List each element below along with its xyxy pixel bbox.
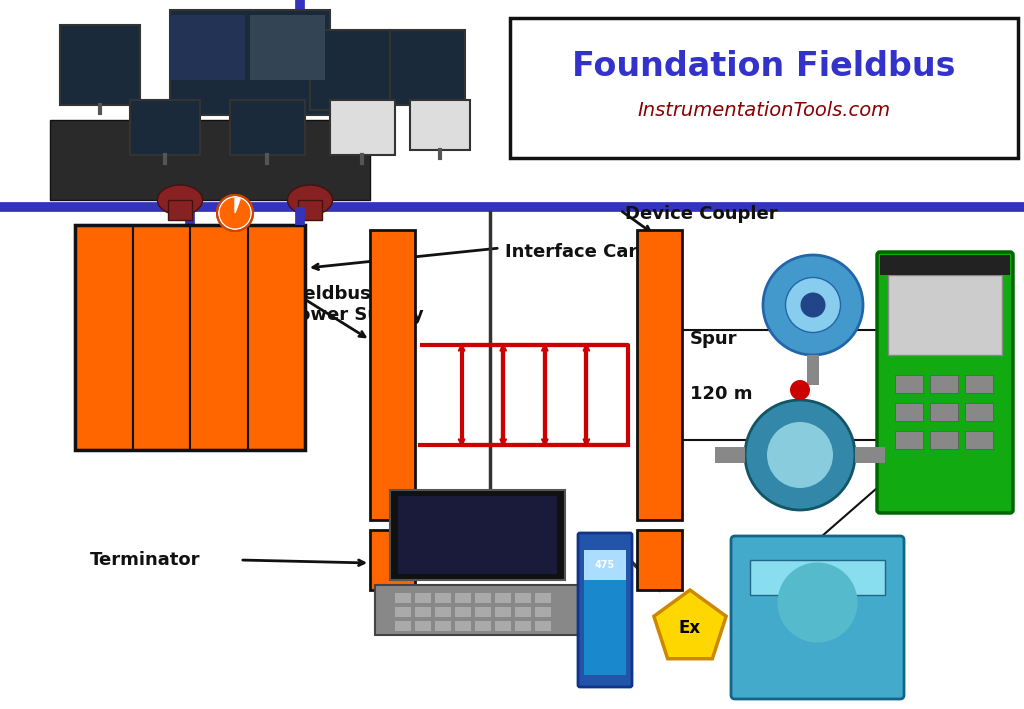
Text: Terminator: Terminator bbox=[90, 551, 201, 569]
Bar bbox=[510, 18, 1018, 158]
Bar bbox=[395, 593, 411, 603]
Bar bbox=[895, 403, 923, 421]
Bar bbox=[60, 25, 140, 105]
Ellipse shape bbox=[288, 185, 333, 215]
Circle shape bbox=[801, 293, 825, 318]
Bar bbox=[455, 593, 471, 603]
Bar bbox=[75, 225, 132, 450]
Bar bbox=[370, 230, 415, 520]
Bar bbox=[475, 593, 490, 603]
Circle shape bbox=[217, 195, 253, 231]
Text: Trunk: Trunk bbox=[502, 510, 558, 528]
Bar bbox=[855, 447, 885, 463]
Bar bbox=[515, 607, 531, 617]
Text: Device Coupler: Device Coupler bbox=[625, 205, 777, 223]
Bar bbox=[398, 496, 557, 574]
Bar bbox=[190, 225, 248, 450]
Bar bbox=[75, 225, 305, 450]
Bar bbox=[230, 100, 305, 155]
Circle shape bbox=[767, 422, 833, 488]
Bar bbox=[395, 607, 411, 617]
Bar bbox=[390, 490, 565, 580]
Bar bbox=[410, 100, 470, 150]
Bar bbox=[395, 621, 411, 631]
Bar bbox=[170, 15, 245, 80]
Bar bbox=[535, 593, 551, 603]
Bar bbox=[390, 30, 465, 105]
Circle shape bbox=[763, 255, 863, 355]
Bar bbox=[495, 621, 511, 631]
Bar bbox=[330, 100, 395, 155]
Wedge shape bbox=[220, 199, 250, 228]
Bar bbox=[248, 225, 305, 450]
Text: Interface Card: Interface Card bbox=[505, 243, 650, 261]
Bar bbox=[168, 200, 193, 220]
Text: Spur: Spur bbox=[690, 330, 737, 348]
Text: Ex: Ex bbox=[679, 619, 701, 637]
Bar bbox=[415, 593, 431, 603]
FancyBboxPatch shape bbox=[578, 533, 632, 687]
Bar bbox=[715, 447, 745, 463]
Bar bbox=[930, 403, 958, 421]
Bar bbox=[750, 560, 885, 595]
Bar bbox=[250, 15, 325, 80]
Text: 475: 475 bbox=[595, 560, 615, 570]
Bar bbox=[298, 200, 322, 220]
Bar bbox=[965, 403, 993, 421]
Circle shape bbox=[790, 380, 810, 400]
Bar bbox=[415, 621, 431, 631]
Bar bbox=[435, 621, 451, 631]
Bar bbox=[495, 607, 511, 617]
Bar bbox=[375, 585, 580, 635]
Circle shape bbox=[777, 562, 857, 642]
Ellipse shape bbox=[158, 185, 203, 215]
Bar bbox=[435, 607, 451, 617]
Bar bbox=[535, 607, 551, 617]
Bar bbox=[475, 621, 490, 631]
Bar bbox=[930, 375, 958, 393]
Bar bbox=[475, 607, 490, 617]
Bar bbox=[370, 530, 415, 590]
Bar bbox=[584, 550, 626, 580]
Bar bbox=[455, 607, 471, 617]
Bar bbox=[132, 225, 190, 450]
Text: Foundation Fieldbus: Foundation Fieldbus bbox=[572, 50, 955, 82]
Bar bbox=[895, 431, 923, 449]
Bar bbox=[535, 621, 551, 631]
Bar bbox=[637, 230, 682, 520]
Text: InstrumentationTools.com: InstrumentationTools.com bbox=[637, 101, 891, 120]
Circle shape bbox=[745, 400, 855, 510]
Bar bbox=[888, 275, 1002, 355]
Bar bbox=[50, 120, 370, 200]
Polygon shape bbox=[654, 590, 726, 659]
Bar bbox=[965, 431, 993, 449]
Bar bbox=[880, 255, 1010, 275]
Bar bbox=[515, 593, 531, 603]
Circle shape bbox=[785, 277, 841, 333]
Bar bbox=[495, 593, 511, 603]
FancyBboxPatch shape bbox=[877, 252, 1013, 513]
Bar bbox=[895, 375, 923, 393]
Bar bbox=[965, 375, 993, 393]
Bar bbox=[807, 355, 819, 385]
Bar bbox=[584, 580, 626, 675]
Bar bbox=[130, 100, 200, 155]
Text: 120 m: 120 m bbox=[690, 385, 753, 403]
Bar bbox=[515, 621, 531, 631]
Bar bbox=[310, 30, 390, 110]
Bar bbox=[930, 431, 958, 449]
Text: Fieldbus
Power Supply: Fieldbus Power Supply bbox=[285, 285, 424, 324]
Wedge shape bbox=[234, 199, 240, 213]
Bar bbox=[435, 593, 451, 603]
Bar bbox=[637, 530, 682, 590]
Bar bbox=[415, 607, 431, 617]
Bar bbox=[170, 10, 330, 115]
Bar bbox=[455, 621, 471, 631]
FancyBboxPatch shape bbox=[731, 536, 904, 699]
